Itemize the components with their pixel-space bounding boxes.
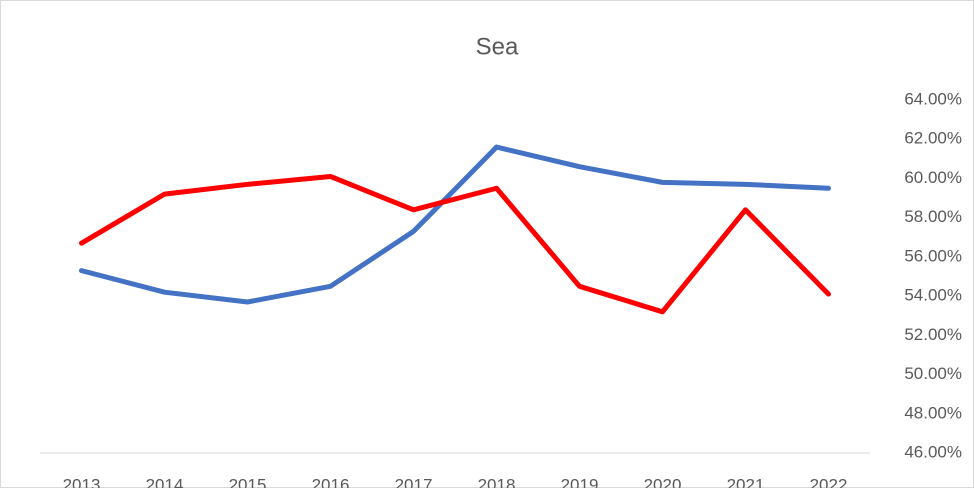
y-tick-label: 46.00% bbox=[904, 442, 962, 461]
x-tick-label: 2017 bbox=[395, 475, 433, 488]
line-series bbox=[79, 144, 831, 305]
x-tick-label: 2014 bbox=[146, 475, 184, 488]
x-tick-label: 2013 bbox=[63, 475, 101, 488]
x-tick-label: 2015 bbox=[229, 475, 267, 488]
y-tick-label: 52.00% bbox=[904, 325, 962, 344]
x-tick-label: 2016 bbox=[312, 475, 350, 488]
chart-title: Sea bbox=[476, 33, 519, 60]
line-series bbox=[79, 173, 831, 315]
y-tick-label: 56.00% bbox=[904, 246, 962, 265]
y-tick-label: 50.00% bbox=[904, 364, 962, 383]
x-tick-label: 2022 bbox=[810, 475, 848, 488]
x-tick-label: 2019 bbox=[561, 475, 599, 488]
y-tick-label: 60.00% bbox=[904, 168, 962, 187]
x-tick-label: 2020 bbox=[644, 475, 682, 488]
y-tick-label: 58.00% bbox=[904, 207, 962, 226]
x-tick-label: 2021 bbox=[727, 475, 765, 488]
y-tick-label: 54.00% bbox=[904, 286, 962, 305]
y-tick-label: 62.00% bbox=[904, 129, 962, 148]
y-tick-label: 64.00% bbox=[904, 89, 962, 108]
y-tick-label: 48.00% bbox=[904, 403, 962, 422]
x-tick-label: 2018 bbox=[478, 475, 516, 488]
